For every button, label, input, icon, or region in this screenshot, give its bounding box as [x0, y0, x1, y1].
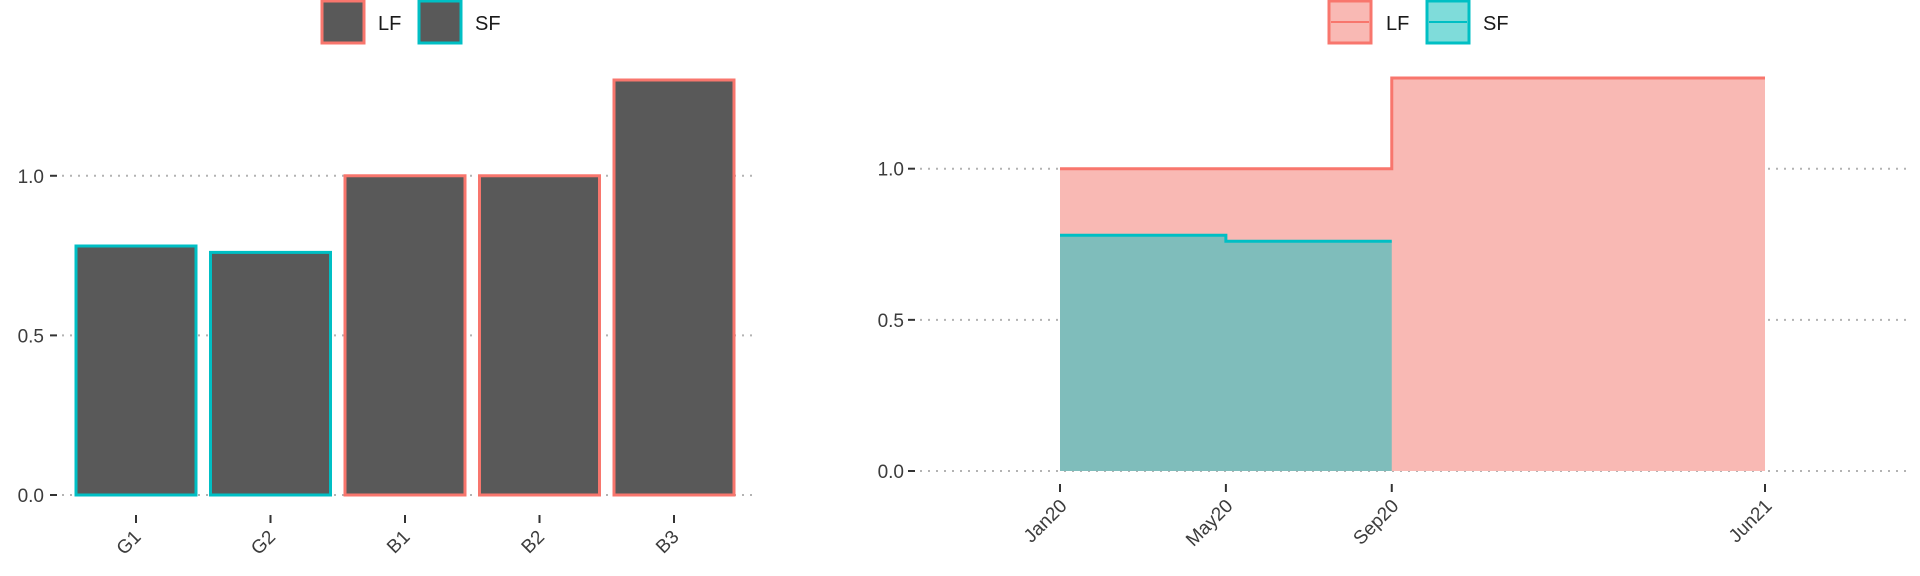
bar-x-tick-label: B3 — [652, 527, 683, 558]
area-y-tick-label: 0.0 — [878, 462, 904, 483]
bar-b2 — [478, 174, 601, 497]
bar-legend-label-sf: SF — [475, 13, 501, 35]
area-x-tick-label: Sep20 — [1350, 496, 1404, 550]
bar-legend-key-sf — [417, 0, 463, 45]
area-legend-label-sf: SF — [1483, 13, 1509, 35]
bar-legend-key-lf — [320, 0, 366, 45]
bar-legend-label-lf: LF — [378, 13, 401, 35]
bar-g1 — [74, 244, 198, 497]
bar-x-tick-label: B2 — [518, 527, 549, 558]
bar-y-tick-label: 0.0 — [18, 486, 44, 507]
area-legend-label-lf: LF — [1386, 13, 1409, 35]
bar-b3 — [612, 78, 736, 497]
area-x-axis: Jan20 May20 Sep20 Jun21 — [1020, 484, 1777, 551]
area-chart-panel: LF SF 0.0 0.5 1.0 Jan20 May20 Sep20 Jun21 — [878, 0, 1908, 551]
bar-legend: LF SF — [320, 0, 501, 45]
bar-g2 — [209, 250, 332, 497]
area-x-tick-label: May20 — [1182, 496, 1237, 551]
area-y-axis: 0.0 0.5 1.0 — [878, 160, 915, 483]
area-line-lf — [1060, 76, 1765, 171]
bar-x-axis: G1 G2 B1 B2 B3 — [113, 515, 684, 559]
bar-x-tick-label: G1 — [113, 527, 146, 560]
bar-x-tick-label: B1 — [383, 527, 414, 558]
area-x-tick-label: Jun21 — [1725, 496, 1776, 547]
area-y-tick-label: 1.0 — [878, 160, 904, 181]
area-fill-sf — [1060, 235, 1392, 471]
area-y-tick-label: 0.5 — [878, 311, 904, 332]
bar-chart-panel: LF SF 0.0 0.5 1.0 G1 G2 B1 B2 B3 — [18, 0, 752, 559]
area-x-tick-label: Jan20 — [1020, 496, 1071, 547]
bar-b1 — [343, 174, 467, 497]
bar-x-tick-label: G2 — [247, 527, 280, 560]
bar-y-axis: 0.0 0.5 1.0 — [18, 167, 57, 507]
bar-y-tick-label: 0.5 — [18, 326, 44, 347]
area-line-sf — [1060, 233, 1392, 243]
area-series — [1060, 76, 1765, 471]
bar-y-tick-label: 1.0 — [18, 167, 44, 188]
bar-series — [74, 78, 736, 497]
area-legend: LF SF — [1327, 0, 1509, 45]
